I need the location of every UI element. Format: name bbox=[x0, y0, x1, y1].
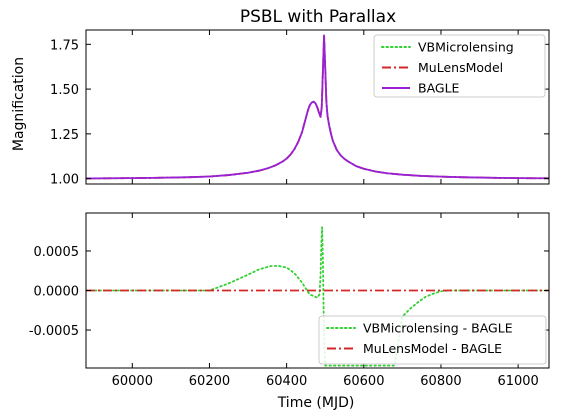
y-tick-label: 1.25 bbox=[50, 128, 79, 143]
y-tick-label: 1.75 bbox=[50, 38, 79, 53]
y-tick-label: 0.0000 bbox=[34, 285, 80, 300]
y-tick-label: 0.0005 bbox=[34, 245, 80, 260]
x-tick-label: 60200 bbox=[189, 374, 230, 389]
series-line-vbmicrolensing-bagle bbox=[86, 226, 549, 367]
plot-frame bbox=[85, 29, 550, 185]
legend-label: MuLensModel bbox=[418, 60, 503, 75]
x-tick-label: 60600 bbox=[343, 374, 384, 389]
x-tick-label: 60800 bbox=[420, 374, 461, 389]
x-tick-label: 60000 bbox=[112, 374, 153, 389]
bottom-chart-panel: 60000 60200 60400 60600 60800 61000 0.0005 0.00… bbox=[29, 212, 550, 389]
legend-box bbox=[373, 34, 546, 98]
legend-label: VBMicrolensing bbox=[418, 40, 514, 55]
legend: VBMicrolensing MuLensModel BAGLE bbox=[373, 34, 546, 98]
legend: VBMicrolensing - BAGLE MuLensModel - BAGL… bbox=[318, 315, 547, 365]
y-tick-label: 1.00 bbox=[50, 173, 79, 188]
y-tick-label: 1.50 bbox=[50, 83, 79, 98]
y-tick-label: -0.0005 bbox=[29, 324, 79, 339]
x-axis-label: Time (MJD) bbox=[277, 395, 355, 411]
y-axis-label: Magnification bbox=[11, 57, 27, 151]
legend-label: BAGLE bbox=[418, 81, 460, 96]
chart-title: PSBL with Parallax bbox=[240, 7, 396, 27]
legend-label: MuLensModel - BAGLE bbox=[363, 341, 502, 356]
legend-label: VBMicrolensing - BAGLE bbox=[363, 321, 513, 336]
legend-box bbox=[318, 315, 547, 365]
series-layer bbox=[86, 226, 549, 367]
series-line-bagle bbox=[86, 34, 549, 180]
x-tick-label: 60400 bbox=[266, 374, 307, 389]
x-tick-label: 61000 bbox=[497, 374, 538, 389]
top-chart-panel: 1.00 1.25 1.50 1.75 VBMicrolensing MuLensMode… bbox=[50, 29, 550, 188]
series-layer bbox=[86, 34, 549, 180]
